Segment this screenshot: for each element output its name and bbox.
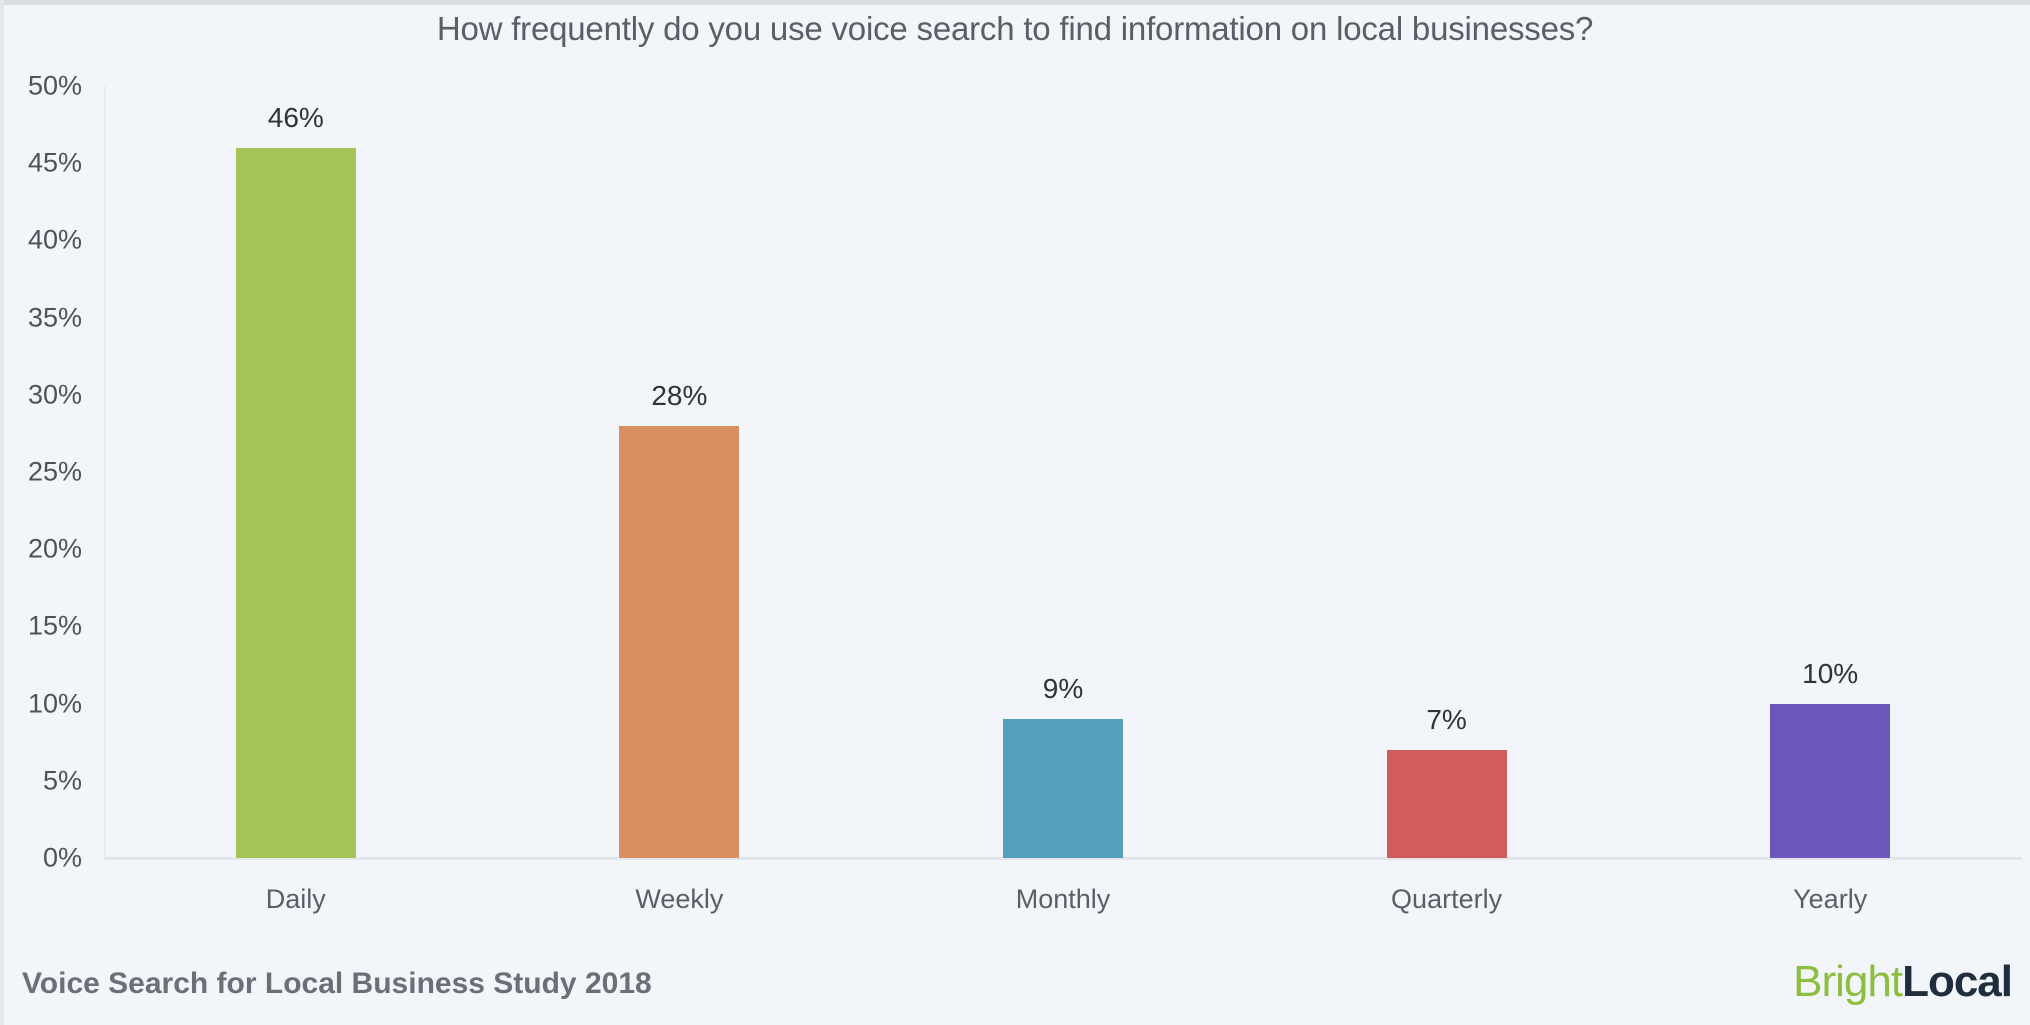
bar-series: 46% 28% 9% 7% 10%: [104, 86, 2022, 858]
chart-title: How frequently do you use voice search t…: [436, 10, 1594, 47]
x-axis-tick-label: Quarterly: [1391, 884, 1503, 914]
bar-slot: 28%: [488, 86, 872, 858]
y-axis-tick-label: 5%: [42, 765, 82, 796]
y-axis-tick-label: 40%: [27, 224, 82, 255]
x-axis-tick-label: Yearly: [1793, 884, 1868, 914]
brightlocal-logo: BrightLocal: [1793, 957, 2013, 1007]
bar-quarterly[interactable]: [1386, 749, 1507, 858]
bar-yearly[interactable]: [1770, 703, 1891, 858]
y-axis-tick-label: 15%: [27, 610, 82, 641]
x-axis: Daily Weekly Monthly Quarterly Yearly: [104, 872, 2022, 932]
bar-slot: 9%: [871, 86, 1255, 858]
bar-value-label: 28%: [651, 379, 708, 411]
x-axis-baseline: [104, 857, 2022, 860]
footer-caption: Voice Search for Local Business Study 20…: [22, 967, 652, 1000]
bar-value-label: 7%: [1426, 703, 1467, 735]
bar-weekly[interactable]: [619, 425, 740, 858]
logo-text-local: Local: [1902, 957, 2013, 1006]
top-border-strip: [0, 0, 2030, 5]
y-axis-tick-label: 45%: [27, 147, 82, 178]
left-border-strip: [0, 0, 4, 1025]
bar-value-label: 9%: [1042, 673, 1084, 705]
logo-text-bright: Bright: [1793, 957, 1903, 1006]
y-axis-tick-label: 20%: [27, 533, 82, 564]
x-axis-tick-label: Daily: [265, 884, 326, 914]
y-axis-tick-label: 0%: [42, 842, 82, 873]
x-axis-tick-label: Monthly: [1015, 884, 1111, 914]
y-axis: 50% 45% 40% 35% 30% 25% 20% 15% 10% 5% 0%: [0, 71, 100, 873]
y-axis-tick-label: 35%: [27, 302, 82, 333]
y-axis-tick-label: 10%: [27, 688, 82, 719]
bar-monthly[interactable]: [1002, 719, 1123, 858]
x-axis-tick-label: Weekly: [635, 884, 724, 914]
bar-value-label: 46%: [267, 101, 324, 133]
y-axis-tick-label: 30%: [27, 379, 82, 410]
y-axis-tick-label: 25%: [27, 456, 82, 487]
y-axis-line: [104, 86, 106, 858]
bar-slot: 10%: [1638, 86, 2022, 858]
y-axis-tick-label: 50%: [27, 70, 82, 101]
bar-slot: 7%: [1255, 86, 1639, 858]
bar-slot: 46%: [104, 86, 488, 858]
bar-daily[interactable]: [235, 147, 356, 858]
chart-footer: Voice Search for Local Business Study 20…: [0, 920, 2030, 1025]
bar-value-label: 10%: [1802, 657, 1859, 689]
